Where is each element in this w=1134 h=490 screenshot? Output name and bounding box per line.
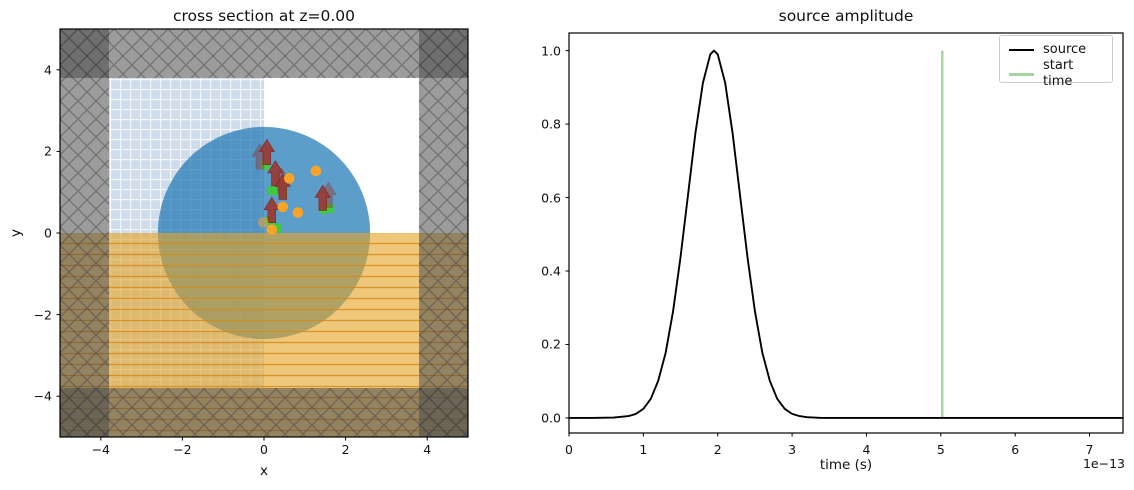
- legend-label-start-time: start time: [1043, 58, 1074, 89]
- tick-label: 7: [1085, 442, 1094, 457]
- legend-entry-start-time: start time: [1009, 58, 1104, 90]
- source-line-swatch: [1009, 49, 1034, 51]
- x-axis-label-right: time (s): [819, 457, 873, 473]
- axes-frame-left: [56, 28, 469, 441]
- legend-entry-source: source: [1009, 42, 1104, 58]
- tick-label: 0: [565, 442, 573, 457]
- tick-label: −2: [33, 307, 52, 323]
- geometry-layers: [60, 29, 468, 437]
- tick-label: 3: [788, 442, 797, 457]
- legend: source start time: [999, 35, 1113, 89]
- source-amplitude-title: source amplitude: [778, 7, 914, 25]
- tick-label: −4: [33, 388, 52, 404]
- x-axis-label-left: x: [260, 463, 268, 479]
- tick-label: 0.4: [541, 263, 561, 279]
- tick-label: 4: [44, 62, 52, 78]
- start-time-line-swatch: [1009, 72, 1034, 76]
- tick-label: 1.0: [541, 43, 561, 59]
- tick-label: 0.2: [541, 336, 561, 352]
- tick-label: −4: [91, 442, 111, 457]
- tick-label: 0: [260, 442, 268, 457]
- scatter-markers: [251, 138, 337, 236]
- axes-frame-right: [565, 32, 1124, 437]
- y-axis-label-left: y: [8, 229, 24, 237]
- tick-label: 2: [713, 442, 722, 457]
- tick-label: 0: [44, 225, 52, 241]
- source-amplitude-plot: [565, 32, 1124, 437]
- tick-label: 1: [639, 442, 648, 457]
- tick-label: 4: [423, 442, 432, 457]
- legend-label-source: source: [1043, 42, 1087, 57]
- tick-label: 4: [862, 442, 871, 457]
- tick-label: 2: [44, 143, 52, 159]
- cross-section-plot: [56, 28, 469, 441]
- tick-label: −2: [173, 442, 192, 457]
- tick-label: 6: [1011, 442, 1020, 457]
- tick-label: 0.0: [541, 410, 561, 426]
- tick-label: 0.8: [541, 116, 561, 132]
- line-layers: [568, 49, 1124, 419]
- cross-section-title: cross section at z=0.00: [172, 7, 355, 25]
- tick-label: 2: [341, 442, 350, 457]
- axis-offset-label: 1e−13: [1082, 456, 1125, 471]
- tick-label: 0.6: [541, 190, 561, 206]
- tick-label: 5: [936, 442, 945, 457]
